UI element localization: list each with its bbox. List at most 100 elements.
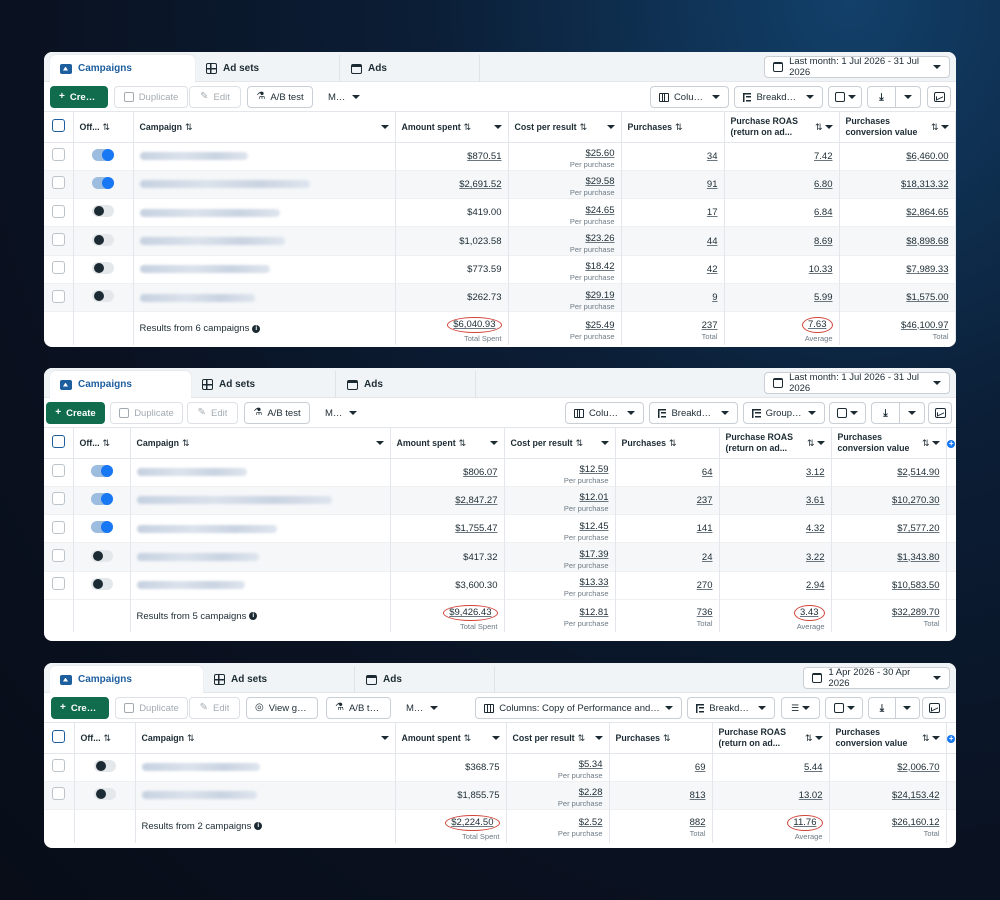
summary-value[interactable]: 7.63	[802, 317, 833, 334]
split-button-part[interactable]	[894, 698, 919, 718]
column-header-cost-per-result[interactable]: Cost per result ⇅	[504, 428, 616, 458]
cell-value[interactable]: 141	[696, 523, 713, 535]
edit-button[interactable]: ✎ Edit	[187, 402, 238, 424]
campaign-name-redacted[interactable]	[139, 265, 270, 274]
column-header-conv-value[interactable]: Purchases conversion value ⇅	[829, 723, 947, 753]
cell-value[interactable]: 91	[706, 178, 718, 190]
campaign-name-cell[interactable]	[130, 458, 391, 487]
row-checkbox[interactable]	[51, 233, 65, 247]
summary-value[interactable]: $46,100.97	[900, 319, 949, 331]
duplicate-button[interactable]: Duplicate	[115, 697, 188, 719]
row-checkbox[interactable]	[52, 787, 66, 801]
summary-value[interactable]: 736	[696, 607, 713, 619]
column-header-campaign[interactable]: Campaign ⇅	[135, 723, 396, 753]
column-header-purchases[interactable]: Purchases ⇅	[621, 112, 725, 142]
campaign-status-toggle[interactable]	[92, 148, 114, 161]
select-all-checkbox[interactable]	[51, 435, 65, 449]
column-header-amount-spent[interactable]: Amount spent ⇅	[390, 428, 505, 458]
table-row[interactable]: $806.07 $12.59 Per purchase 64 3.12 $2,514.90	[44, 458, 956, 487]
edit-button[interactable]: ✎ Edit	[189, 86, 241, 108]
cell-value[interactable]: $12.01	[579, 492, 609, 504]
cell-value[interactable]: $10,270.30	[891, 494, 940, 506]
breakdown-button[interactable]: Breakdown	[649, 402, 738, 424]
breakdown-button[interactable]: Breakdown	[734, 86, 823, 108]
info-icon[interactable]: i	[252, 324, 261, 333]
campaign-name-redacted[interactable]	[139, 208, 280, 217]
cell-value[interactable]: $18.42	[585, 261, 615, 273]
column-header-cost-per-result[interactable]: Cost per result ⇅	[506, 723, 610, 753]
cell-value[interactable]: 34	[706, 150, 718, 162]
columns-button[interactable]: Columns	[565, 402, 644, 424]
cell-value[interactable]: $417.32	[463, 551, 498, 563]
tab-ad-sets[interactable]: Ad sets	[195, 55, 340, 82]
campaign-name-cell[interactable]	[130, 571, 391, 600]
column-header-purchases[interactable]: Purchases ⇅	[615, 428, 720, 458]
create-button[interactable]: + Create	[50, 86, 108, 108]
cell-value[interactable]: 13.02	[798, 789, 823, 801]
ab-test-button[interactable]: ⚗ A/B test	[326, 697, 391, 719]
cell-value[interactable]: 4.32	[806, 523, 825, 535]
cell-value[interactable]: 7.42	[814, 150, 833, 162]
summary-value[interactable]: $25.49	[585, 319, 615, 331]
cell-value[interactable]: $13.33	[579, 577, 609, 589]
campaign-name-redacted[interactable]	[136, 496, 332, 505]
campaign-status-toggle[interactable]	[92, 261, 114, 274]
column-header-off-on[interactable]: Off... ⇅	[73, 112, 134, 142]
cell-value[interactable]: 44	[706, 235, 718, 247]
cell-value[interactable]: $17.39	[579, 549, 609, 561]
summary-value[interactable]: $2,224.50	[445, 814, 500, 831]
table-row[interactable]: $1,855.75 $2.28 Per purchase 813 13.02 $24,15…	[44, 781, 956, 810]
select-all-checkbox[interactable]	[51, 119, 65, 133]
split-button[interactable]	[828, 86, 862, 108]
split-button-part[interactable]	[898, 403, 924, 423]
cell-value[interactable]: 3.12	[806, 466, 825, 478]
split-button-part[interactable]	[894, 87, 920, 107]
column-header-conv-value[interactable]: Purchases conversion value ⇅	[839, 112, 956, 142]
cell-value[interactable]: $8,898.68	[906, 235, 949, 247]
summary-value[interactable]: $9,426.43	[443, 604, 498, 621]
table-row[interactable]: $2,847.27 $12.01 Per purchase 237 3.61 $10,27…	[44, 486, 956, 515]
column-header-amount-spent[interactable]: Amount spent ⇅	[395, 112, 509, 142]
duplicate-button[interactable]: Duplicate	[114, 86, 188, 108]
column-header-purchases[interactable]: Purchases ⇅	[609, 723, 713, 753]
split-button-part[interactable]: ⤓	[869, 698, 895, 718]
summary-value[interactable]: 882	[689, 817, 706, 829]
tab-ads[interactable]: Ads	[340, 55, 480, 82]
campaign-status-toggle[interactable]	[92, 233, 114, 246]
campaign-status-toggle[interactable]	[93, 787, 116, 800]
table-row[interactable]: $1,023.58 $23.26 Per purchase 44 8.69 $8,898.…	[44, 226, 956, 256]
column-header-cost-per-result[interactable]: Cost per result ⇅	[508, 112, 622, 142]
campaign-name-cell[interactable]	[133, 170, 396, 199]
add-column-icon[interactable]: +	[947, 733, 956, 743]
cell-value[interactable]: 6.84	[814, 207, 833, 219]
campaign-status-toggle[interactable]	[90, 492, 113, 505]
cell-value[interactable]: $12.59	[579, 464, 609, 476]
cell-value[interactable]: 813	[689, 789, 706, 801]
cell-value[interactable]: 5.44	[804, 761, 823, 773]
split-button-part[interactable]: ⤓	[872, 403, 899, 423]
cell-value[interactable]: $5.34	[578, 759, 603, 771]
split-button[interactable]	[829, 402, 866, 424]
table-row[interactable]: $262.73 $29.19 Per purchase 9 5.99 $1,575.00	[44, 283, 956, 312]
split-button-part[interactable]	[929, 403, 951, 423]
campaign-name-cell[interactable]	[130, 486, 391, 515]
summary-value[interactable]: 11.76	[787, 814, 823, 831]
column-header-roas[interactable]: Purchase ROAS (return on ad... ⇅	[712, 723, 830, 753]
split-button[interactable]	[927, 86, 951, 108]
column-header-conv-value[interactable]: Purchases conversion value ⇅	[831, 428, 947, 458]
campaign-status-toggle[interactable]	[90, 464, 113, 477]
more-button[interactable]: More	[319, 86, 369, 108]
cell-value[interactable]: $1,755.47	[455, 523, 498, 535]
cell-value[interactable]: $3,600.30	[455, 579, 498, 591]
campaign-name-redacted[interactable]	[141, 791, 257, 800]
row-checkbox[interactable]	[52, 759, 66, 773]
campaign-name-cell[interactable]	[133, 198, 396, 227]
campaign-name-cell[interactable]	[133, 142, 396, 171]
column-header-campaign[interactable]: Campaign ⇅	[130, 428, 391, 458]
cell-value[interactable]: 3.22	[806, 551, 825, 563]
campaign-name-redacted[interactable]	[139, 237, 285, 246]
cell-value[interactable]: $419.00	[467, 207, 502, 219]
cell-value[interactable]: $6,460.00	[906, 150, 949, 162]
row-checkbox[interactable]	[51, 289, 65, 303]
more-button[interactable]: More	[397, 697, 447, 719]
